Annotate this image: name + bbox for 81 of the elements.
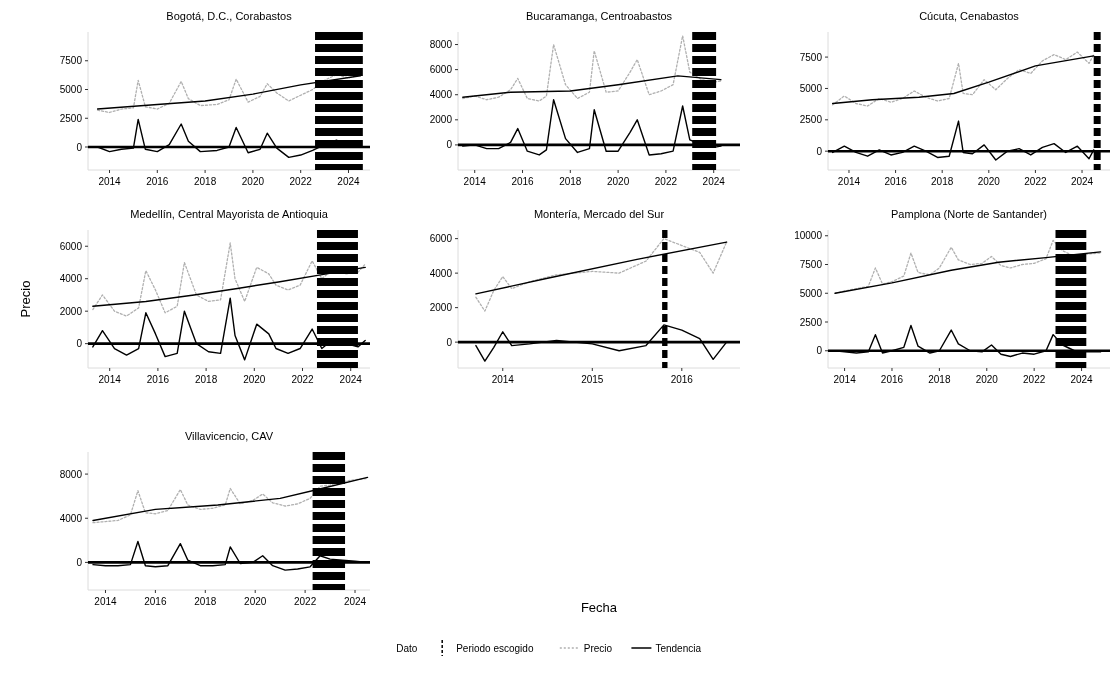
x-tick-label: 2020 xyxy=(241,176,265,187)
x-tick-label: 2022 xyxy=(289,176,313,187)
x-tick-label: 2022 xyxy=(654,176,678,187)
x-tick-label: 2016 xyxy=(146,176,169,187)
x-tick-label: 2014 xyxy=(98,374,122,385)
x-tick-label: 2018 xyxy=(194,596,217,607)
x-tick-label: 2020 xyxy=(977,176,1001,187)
y-tick-label: 0 xyxy=(76,338,83,350)
x-tick-label: 2018 xyxy=(931,176,954,187)
y-tick-label: 8000 xyxy=(59,468,83,480)
x-tick-label: 2024 xyxy=(337,176,361,187)
y-tick-label: 7500 xyxy=(799,259,823,270)
legend-label: Periodo escogido xyxy=(456,642,534,654)
y-tick-label: 6000 xyxy=(59,240,83,252)
x-tick-label: 2018 xyxy=(559,176,582,187)
y-tick-label: 7500 xyxy=(799,51,823,63)
y-tick-label: 5000 xyxy=(59,84,83,95)
y-tick-label: 6000 xyxy=(429,233,453,245)
x-axis-title: Fecha xyxy=(580,600,618,615)
legend-label: Tendencia xyxy=(655,642,702,654)
y-tick-label: 0 xyxy=(76,556,83,568)
chart-title: Bogotá, D.C., Corabastos xyxy=(166,10,293,22)
y-tick-label: 7500 xyxy=(59,55,83,67)
y-tick-label: 5000 xyxy=(799,82,823,94)
legend-title: Dato xyxy=(396,642,418,654)
y-tick-label: 2500 xyxy=(59,112,83,124)
x-tick-label: 2016 xyxy=(880,374,904,385)
x-tick-label: 2022 xyxy=(291,374,315,385)
chart-title: Villavicencio, CAV xyxy=(184,430,274,442)
x-tick-label: 2018 xyxy=(193,176,217,187)
chart-title: Montería, Mercado del Sur xyxy=(533,208,665,220)
x-tick-label: 2024 xyxy=(1070,374,1094,385)
x-tick-label: 2016 xyxy=(146,374,170,385)
chart-title: Cúcuta, Cenabastos xyxy=(919,10,1020,22)
x-tick-label: 2020 xyxy=(975,374,999,385)
x-tick-label: 2020 xyxy=(606,176,630,187)
y-tick-label: 4000 xyxy=(59,512,83,524)
x-tick-label: 2020 xyxy=(244,596,267,607)
x-tick-label: 2016 xyxy=(670,374,694,385)
y-tick-label: 2000 xyxy=(429,114,453,126)
x-tick-label: 2024 xyxy=(702,176,726,187)
x-tick-label: 2014 xyxy=(491,374,515,385)
y-tick-label: 0 xyxy=(816,345,823,357)
y-tick-label: 0 xyxy=(446,336,453,348)
y-tick-label: 6000 xyxy=(429,64,453,76)
y-tick-label: 2000 xyxy=(429,302,453,314)
y-tick-label: 2500 xyxy=(799,114,823,126)
x-tick-label: 2014 xyxy=(98,176,122,187)
x-tick-label: 2016 xyxy=(144,596,167,607)
x-tick-label: 2024 xyxy=(1070,176,1094,187)
y-tick-label: 8000 xyxy=(429,39,453,51)
x-tick-label: 2018 xyxy=(928,374,951,385)
x-tick-label: 2024 xyxy=(343,596,367,607)
y-tick-label: 2500 xyxy=(799,316,823,328)
x-tick-label: 2020 xyxy=(243,374,266,385)
y-tick-label: 0 xyxy=(446,139,453,151)
x-tick-label: 2015 xyxy=(581,374,604,385)
chart-title: Bucaramanga, Centroabastos xyxy=(525,10,673,22)
x-tick-label: 2022 xyxy=(293,596,317,607)
x-tick-label: 2014 xyxy=(833,374,857,385)
chart-title: Medellín, Central Mayorista de Antioquia xyxy=(130,208,329,220)
y-tick-label: 4000 xyxy=(59,273,83,285)
legend-label: Precio xyxy=(583,642,613,654)
x-tick-label: 2018 xyxy=(194,374,218,385)
x-tick-label: 2014 xyxy=(837,176,861,187)
x-tick-label: 2016 xyxy=(884,176,908,187)
y-tick-label: 0 xyxy=(76,141,83,153)
y-tick-label: 4000 xyxy=(429,267,453,279)
x-tick-label: 2022 xyxy=(1024,176,1047,187)
y-axis-title: Precio xyxy=(18,280,33,318)
y-tick-label: 5000 xyxy=(799,287,823,299)
y-tick-label: 2000 xyxy=(59,305,83,317)
y-tick-label: 0 xyxy=(816,145,823,157)
x-tick-label: 2014 xyxy=(94,596,118,607)
x-tick-label: 2014 xyxy=(463,176,487,187)
x-tick-label: 2024 xyxy=(339,374,363,385)
y-tick-label: 4000 xyxy=(429,89,453,101)
x-tick-label: 2022 xyxy=(1023,374,1046,385)
chart-title: Pamplona (Norte de Santander) xyxy=(891,208,1047,220)
x-tick-label: 2016 xyxy=(511,176,535,187)
y-tick-label: 10000 xyxy=(794,230,823,242)
